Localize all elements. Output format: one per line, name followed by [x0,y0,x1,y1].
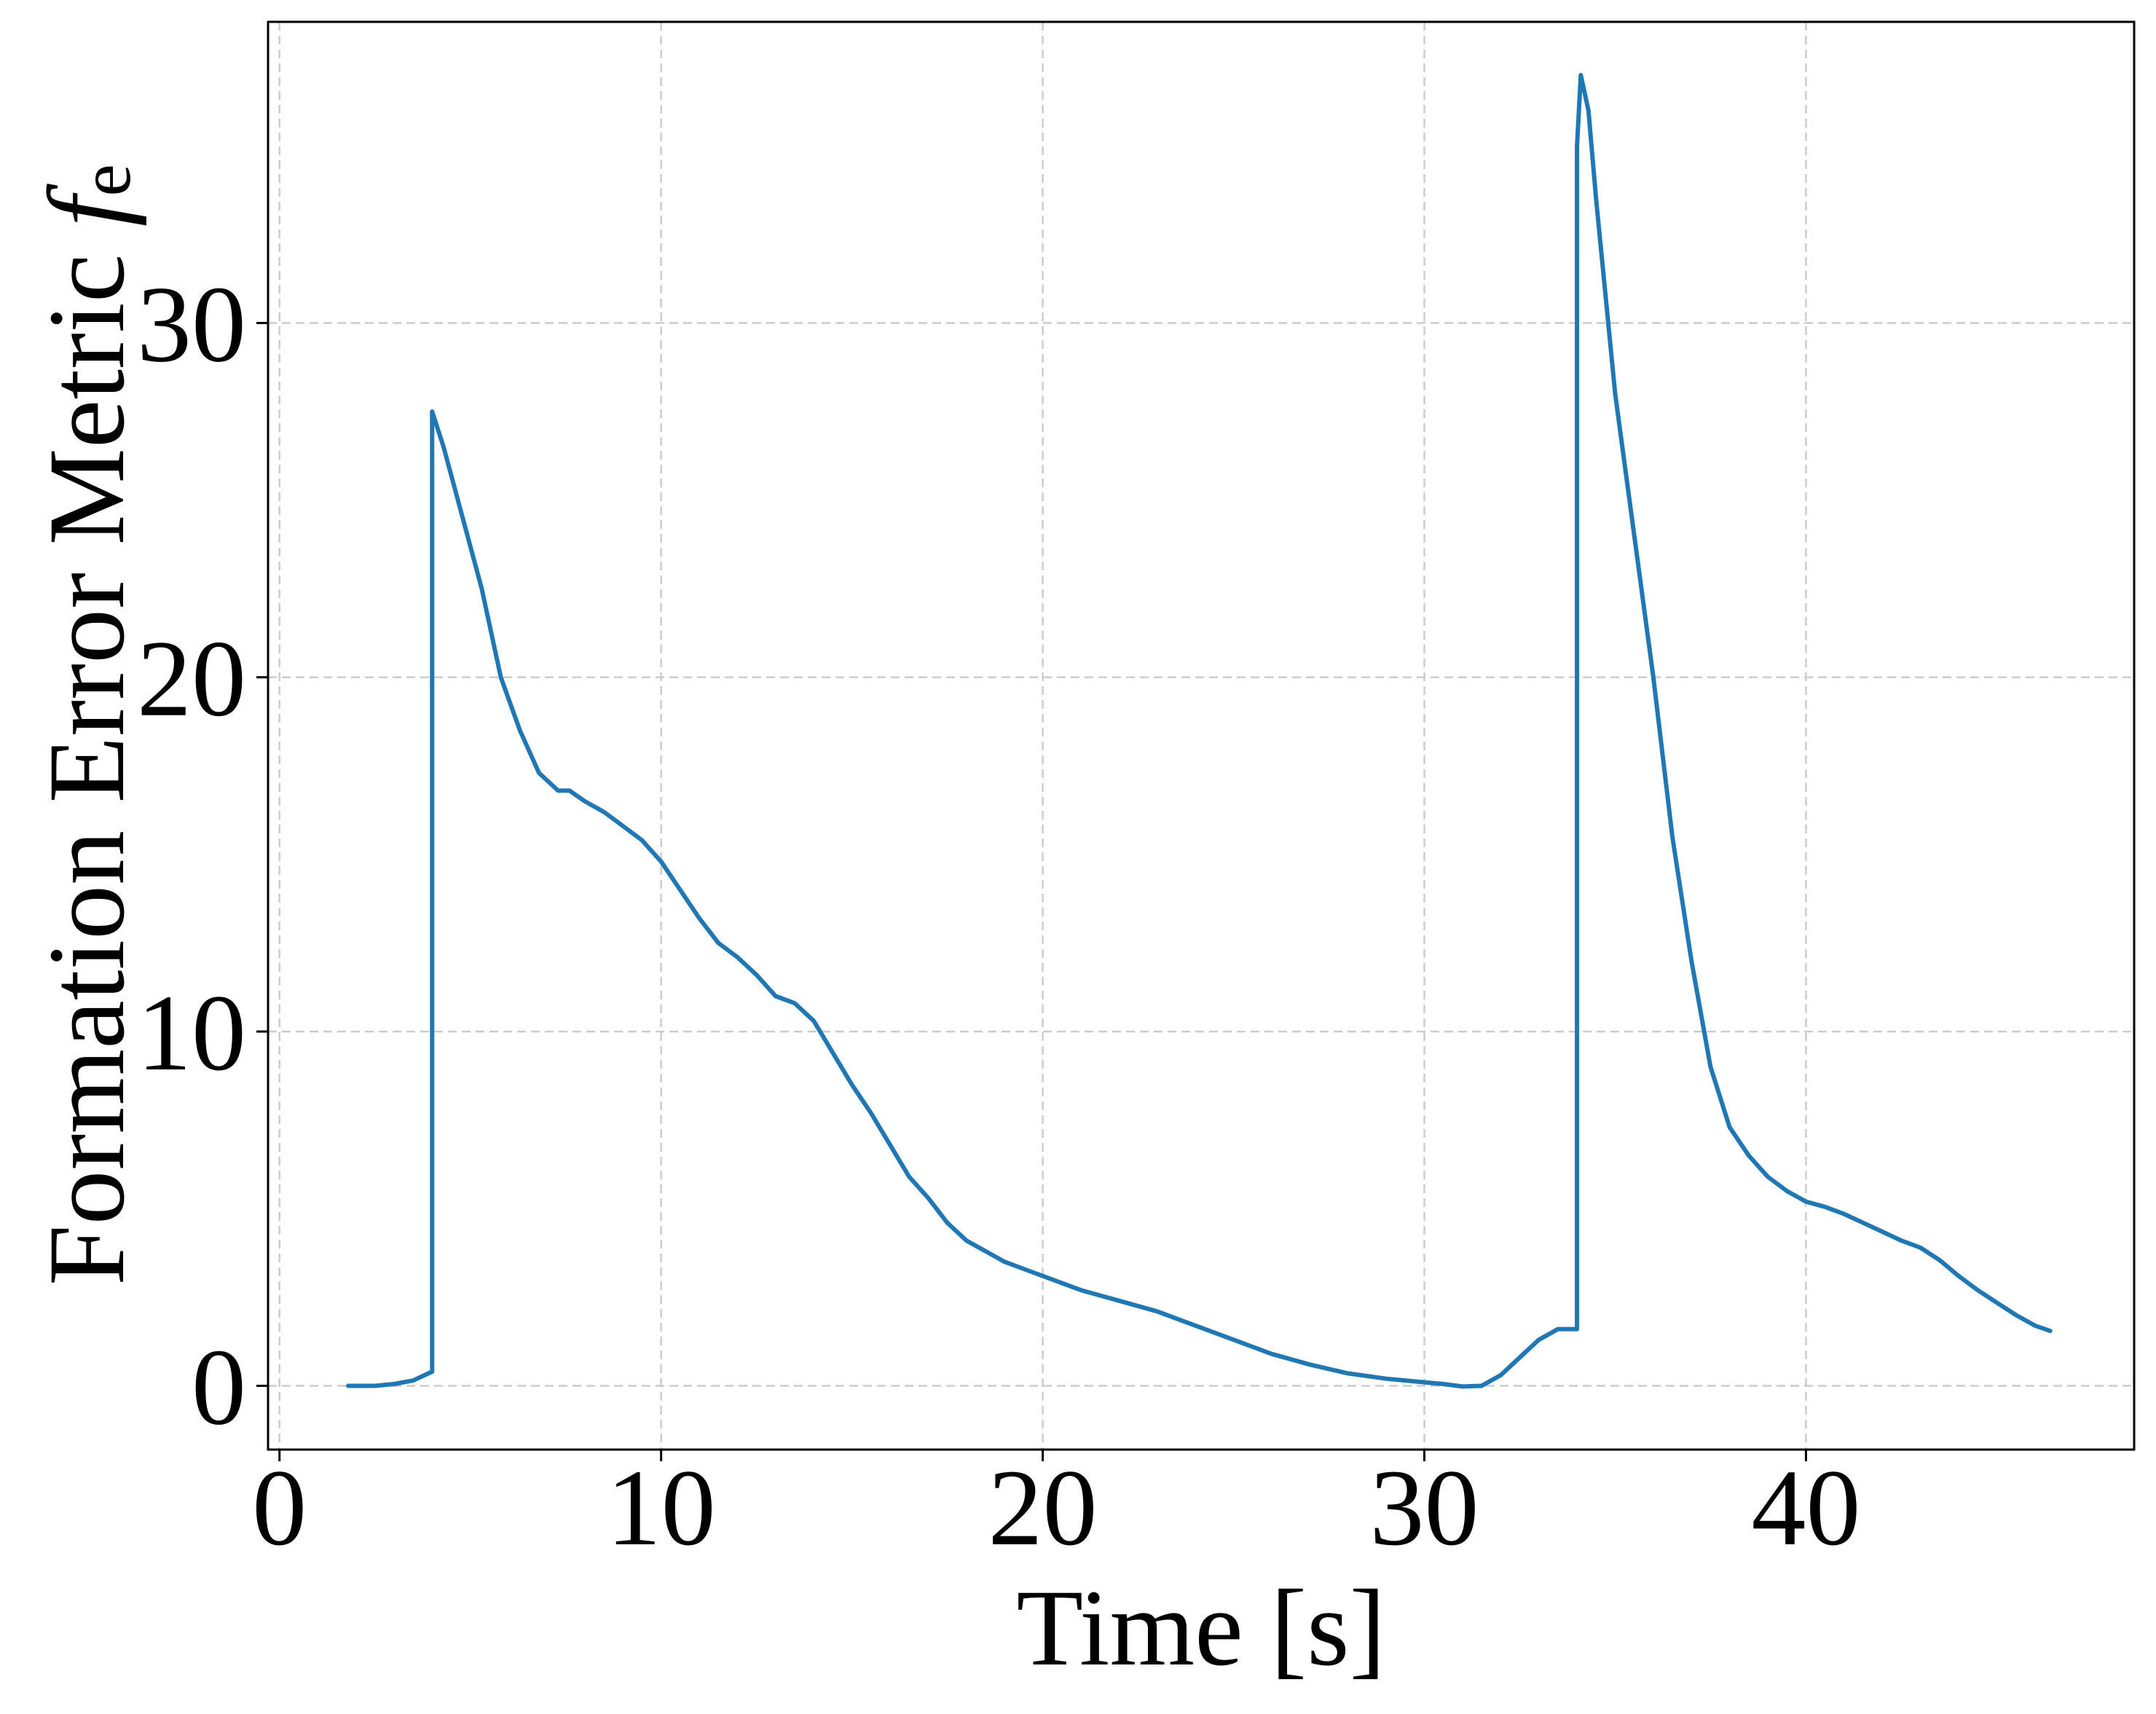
x-tick-label: 30 [1369,1447,1479,1568]
series-line [346,73,2053,1389]
y-axis-title-text: Formation Error Metric [26,227,147,1286]
x-tick-label: 20 [988,1447,1098,1568]
x-tick-label: 10 [607,1447,716,1568]
plot-area [346,73,2053,1389]
y-tick-label: 10 [137,972,246,1093]
x-axis-title: Time [s] [1016,1568,1385,1689]
plot-frame [267,20,2136,1451]
y-axis-title: Formation Error Metric fe [26,164,147,1286]
y-tick-label: 20 [137,618,246,739]
axis-ticks: 0 10 20 30 40 0 10 20 30 [137,264,1860,1568]
x-tick-label: 40 [1751,1447,1860,1568]
y-tick-label: 30 [137,264,246,385]
x-tick-label: 0 [252,1447,307,1568]
y-axis-title-subscript: e [65,164,146,196]
y-tick-label: 0 [192,1326,246,1447]
grid [268,22,2134,1450]
